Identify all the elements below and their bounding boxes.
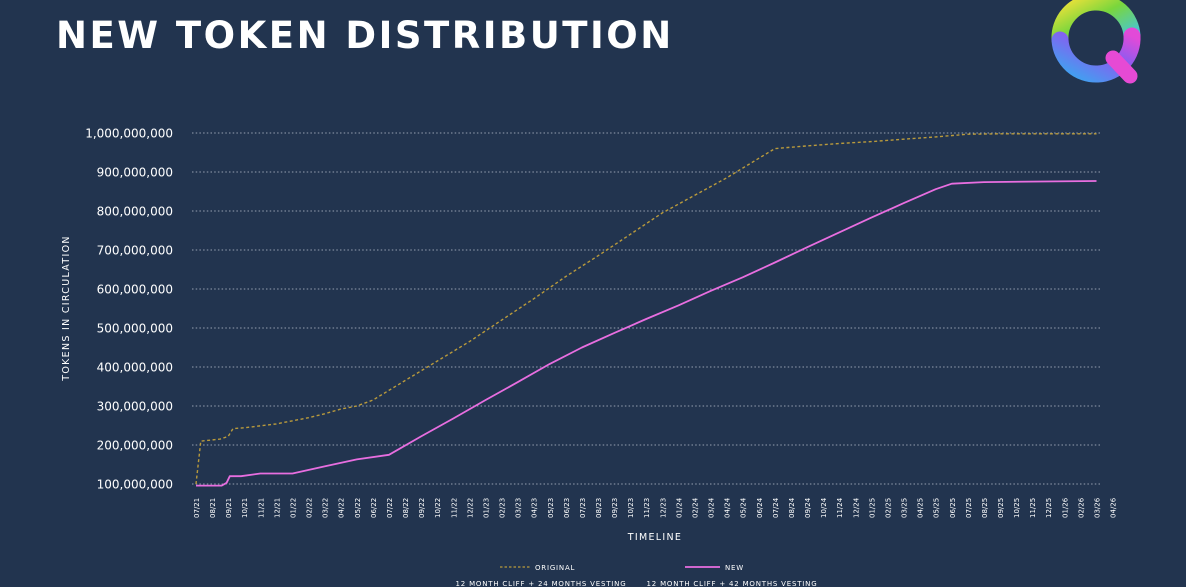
legend-label-original: ORIGINAL [535,564,575,572]
x-tick-label: 01/26 [1061,497,1069,518]
x-tick-label: 10/22 [434,498,442,518]
x-tick-label: 06/24 [756,497,764,518]
y-axis-label: TOKENS IN CIRCULATION [61,235,72,382]
series-line-original [195,133,1097,485]
x-tick-label: 04/25 [917,498,925,518]
x-tick-label: 07/21 [193,498,201,518]
page-title: NEW TOKEN DISTRIBUTION [56,14,674,57]
x-tick-label: 03/22 [322,498,330,518]
x-tick-label: 07/25 [965,498,973,518]
x-tick-label: 01/25 [868,498,876,518]
x-tick-label: 11/24 [836,497,844,518]
x-tick-label: 08/24 [788,497,796,518]
x-tick-label: 09/23 [611,498,619,518]
x-tick-label: 04/23 [531,498,539,518]
x-tick-label: 09/25 [997,498,1005,518]
x-tick-label: 10/25 [1013,498,1021,518]
x-tick-label: 12/21 [273,498,281,518]
x-axis-label: TIMELINE [627,532,682,543]
y-tick-label: 100,000,000 [97,478,173,492]
x-tick-label: 12/22 [466,498,474,518]
x-tick-label: 04/26 [1110,497,1118,518]
y-tick-label: 800,000,000 [97,205,173,219]
x-tick-label: 07/22 [386,498,394,518]
x-tick-label: 06/22 [370,498,378,518]
x-tick-label: 05/23 [547,498,555,518]
x-tick-label: 12/23 [659,498,667,518]
x-tick-label: 03/24 [708,497,716,518]
x-tick-label: 08/23 [595,498,603,518]
legend-note-original: 12 MONTH CLIFF + 24 MONTHS VESTING [456,580,627,587]
x-tick-label: 12/25 [1045,498,1053,518]
y-tick-label: 600,000,000 [97,283,173,297]
x-tick-label: 04/22 [338,498,346,518]
x-tick-label: 01/22 [289,498,297,518]
x-tick-label: 09/22 [418,498,426,518]
y-tick-label: 300,000,000 [97,400,173,414]
x-tick-label: 11/25 [1029,498,1037,518]
x-tick-label: 08/21 [209,498,217,518]
x-tick-label: 05/24 [740,497,748,518]
y-tick-label: 1,000,000,000 [85,127,173,141]
x-tick-label: 08/22 [402,498,410,518]
y-tick-label: 200,000,000 [97,439,173,453]
x-tick-label: 03/26 [1093,497,1101,518]
x-tick-label: 01/24 [675,497,683,518]
x-tick-label: 07/23 [579,498,587,518]
x-tick-label: 08/25 [981,498,989,518]
series-line-new [196,180,1097,487]
y-tick-label: 700,000,000 [97,244,173,258]
q-ring-logo-icon [1051,0,1141,84]
x-tick-label: 12/24 [852,497,860,518]
x-tick-label: 05/22 [354,498,362,518]
x-tick-label: 09/24 [804,497,812,518]
y-tick-label: 900,000,000 [97,166,173,180]
x-tick-label: 02/25 [884,498,892,518]
y-tick-label: 400,000,000 [97,361,173,375]
x-tick-label: 11/21 [257,498,265,518]
x-tick-label: 02/22 [306,498,314,518]
x-tick-label: 09/21 [225,498,233,518]
legend-label-new: NEW [725,564,744,572]
x-tick-label: 04/24 [724,497,732,518]
x-tick-label: 07/24 [772,497,780,518]
x-tick-label: 10/24 [820,497,828,518]
x-tick-label: 02/23 [499,498,507,518]
x-tick-label: 03/25 [901,498,909,518]
x-tick-label: 11/22 [450,498,458,518]
x-tick-label: 05/25 [933,498,941,518]
x-tick-label: 01/23 [482,498,490,518]
x-tick-label: 06/23 [563,498,571,518]
x-tick-label: 02/26 [1077,497,1085,518]
x-tick-label: 03/23 [515,498,523,518]
y-tick-label: 500,000,000 [97,322,173,336]
x-tick-label: 10/23 [627,498,635,518]
x-tick-label: 11/23 [643,498,651,518]
x-tick-label: 02/24 [691,497,699,518]
x-tick-label: 10/21 [241,498,249,518]
x-tick-label: 06/25 [949,498,957,518]
legend-note-new: 12 MONTH CLIFF + 42 MONTHS VESTING [647,580,818,587]
